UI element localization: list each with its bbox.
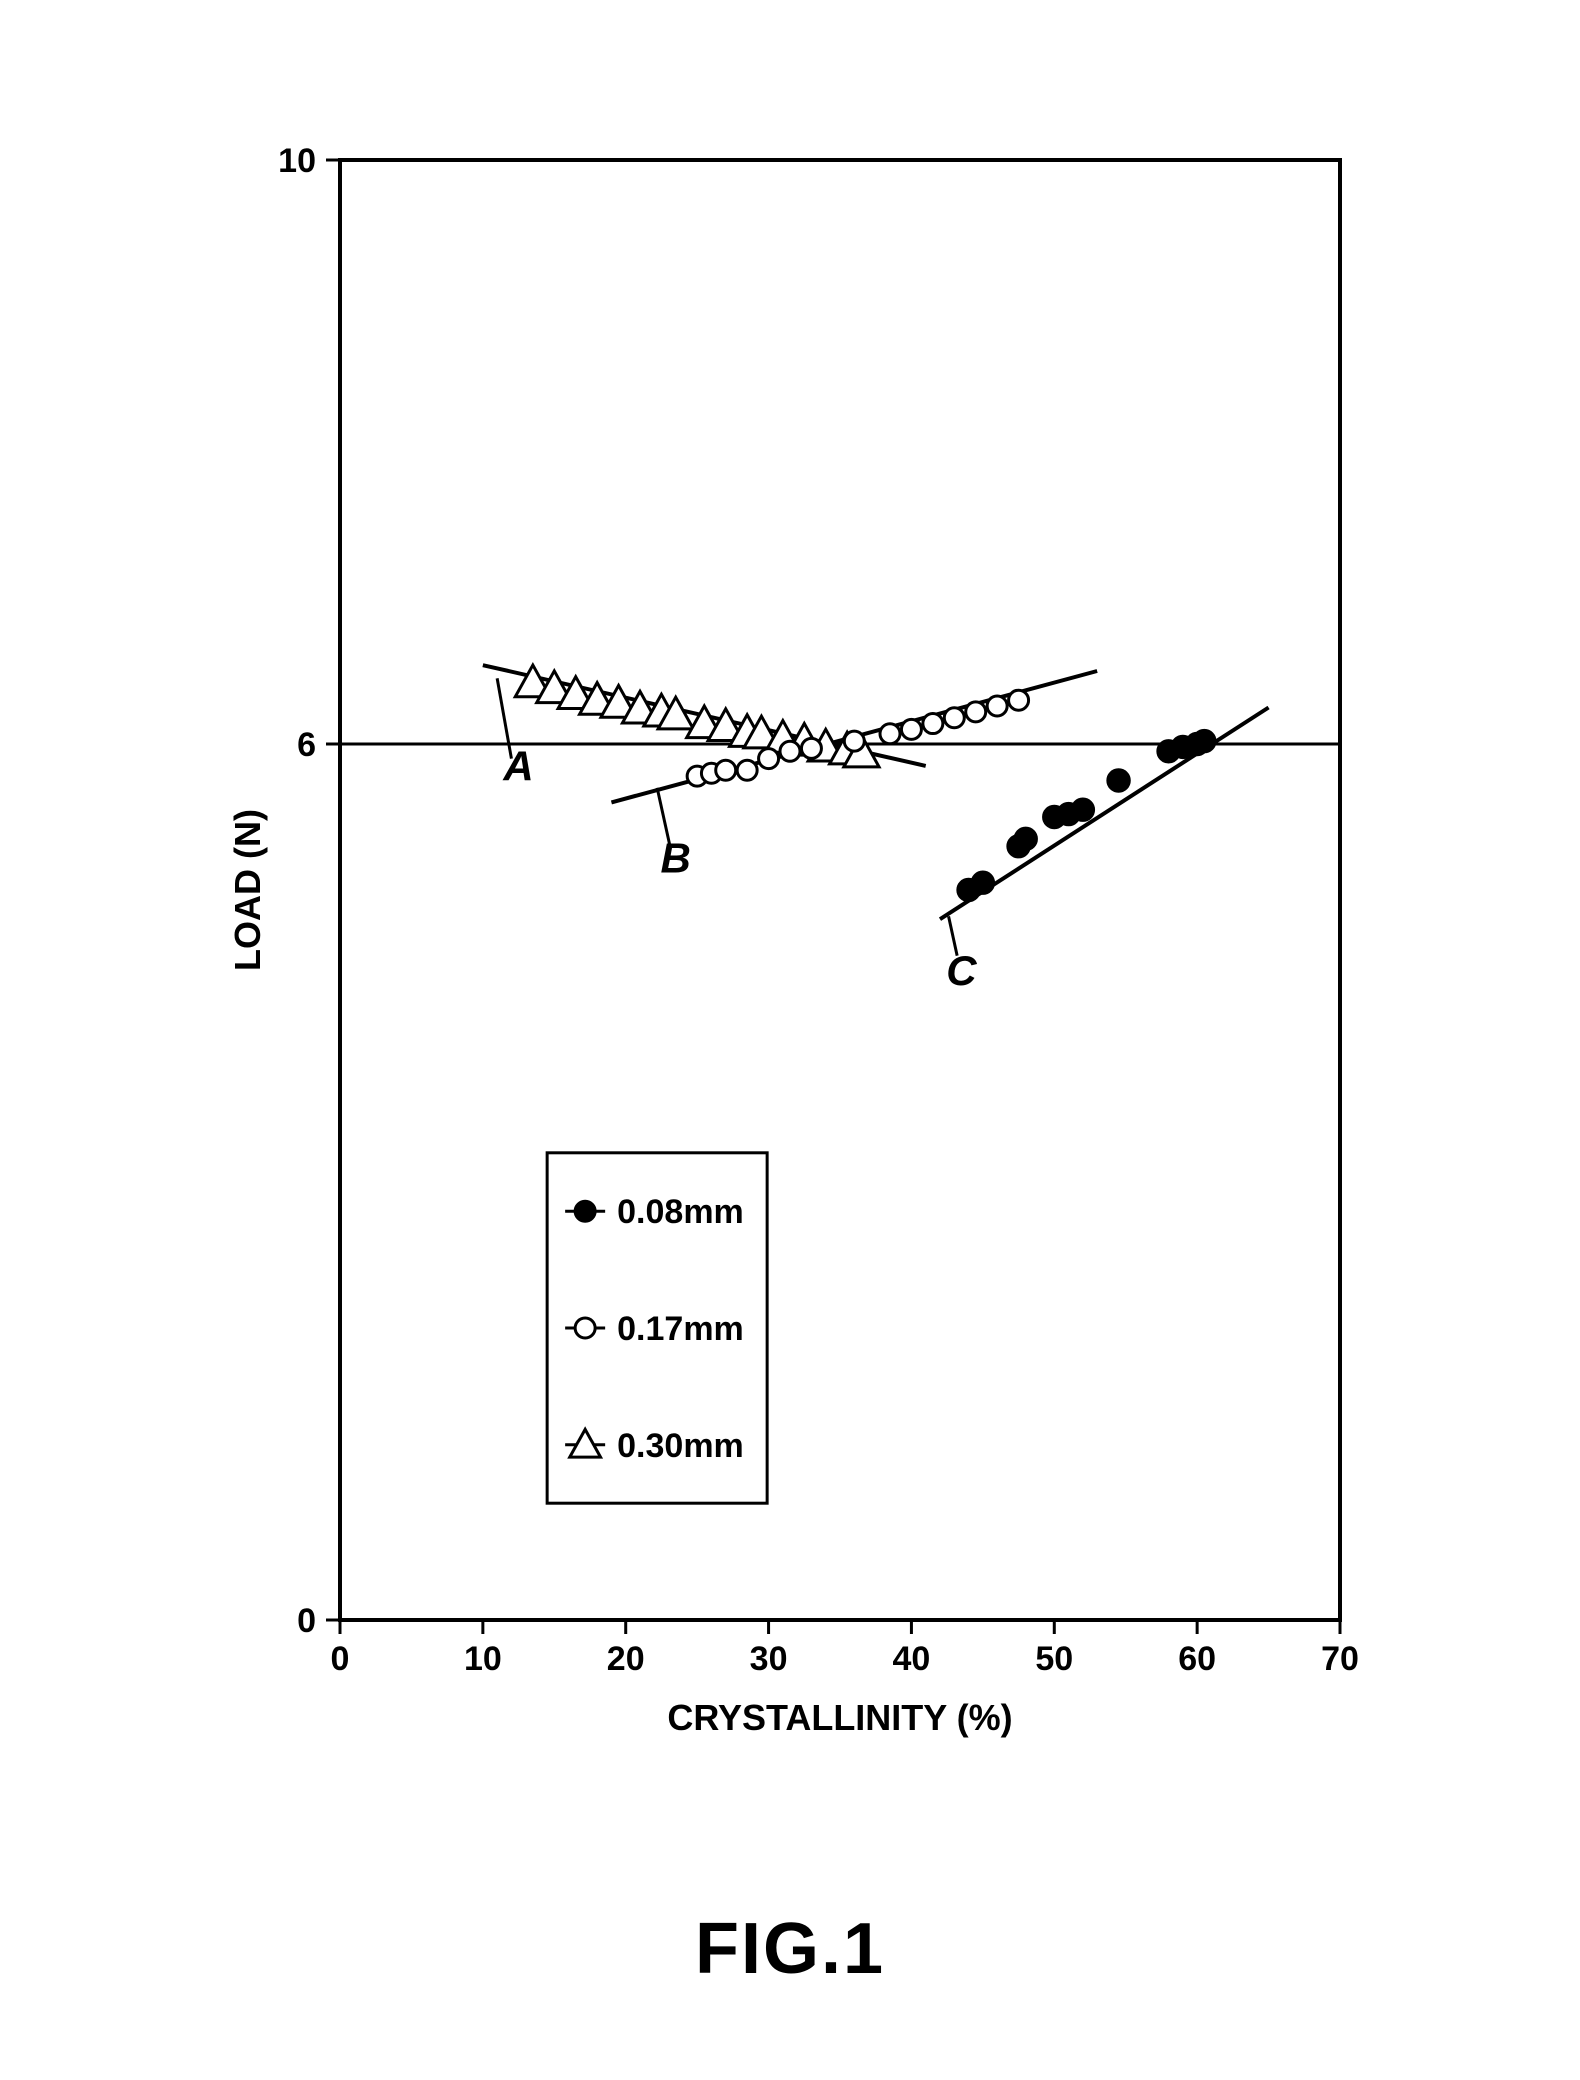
data-point-B: [944, 708, 964, 728]
figure-label: FIG.1: [695, 1908, 885, 1990]
y-tick-label: 6: [297, 726, 316, 764]
data-point-B: [901, 719, 921, 739]
x-tick-label: 70: [1321, 1640, 1359, 1678]
x-axis-label: CRYSTALLINITY (%): [667, 1697, 1012, 1738]
data-point-B: [844, 731, 864, 751]
legend-label: 0.17mm: [617, 1310, 744, 1348]
y-tick-label: 10: [278, 142, 316, 180]
annotation-A: A: [502, 743, 533, 790]
x-tick-label: 10: [464, 1640, 502, 1678]
annotation-C: C: [946, 947, 977, 994]
y-axis-label: LOAD (N): [227, 809, 268, 971]
data-point-B: [780, 741, 800, 761]
legend-label: 0.30mm: [617, 1427, 744, 1465]
data-point-B: [801, 738, 821, 758]
x-tick-label: 30: [750, 1640, 788, 1678]
load-vs-crystallinity-chart: 0 10 20 30 40 50 60 70 CRYSTALLINITY (%) 0 6 10 LOAD…: [220, 120, 1400, 1760]
data-point-C: [1072, 799, 1093, 820]
data-point-C: [1108, 770, 1129, 791]
data-point-B: [880, 724, 900, 744]
x-tick-label: 50: [1035, 1640, 1073, 1678]
data-point-B: [923, 714, 943, 734]
chart-container: 0 10 20 30 40 50 60 70 CRYSTALLINITY (%) 0 6 10 LOAD…: [220, 120, 1400, 1760]
data-point-B: [1009, 690, 1029, 710]
x-tick-label: 60: [1178, 1640, 1216, 1678]
legend-label: 0.08mm: [617, 1193, 744, 1231]
legend-marker-icon: [575, 1318, 595, 1338]
x-tick-label: 40: [893, 1640, 931, 1678]
data-point-C: [1015, 828, 1036, 849]
y-tick-label: 0: [297, 1602, 316, 1640]
data-point-C: [1194, 730, 1215, 751]
data-point-B: [987, 696, 1007, 716]
x-tick-label: 0: [331, 1640, 350, 1678]
data-point-B: [737, 760, 757, 780]
x-tick-label: 20: [607, 1640, 645, 1678]
data-point-C: [972, 872, 993, 893]
data-point-B: [716, 760, 736, 780]
legend-marker-icon: [575, 1201, 595, 1221]
chart-background: [220, 120, 1400, 1760]
data-point-B: [759, 749, 779, 769]
data-point-B: [966, 702, 986, 722]
annotation-B: B: [661, 834, 691, 881]
